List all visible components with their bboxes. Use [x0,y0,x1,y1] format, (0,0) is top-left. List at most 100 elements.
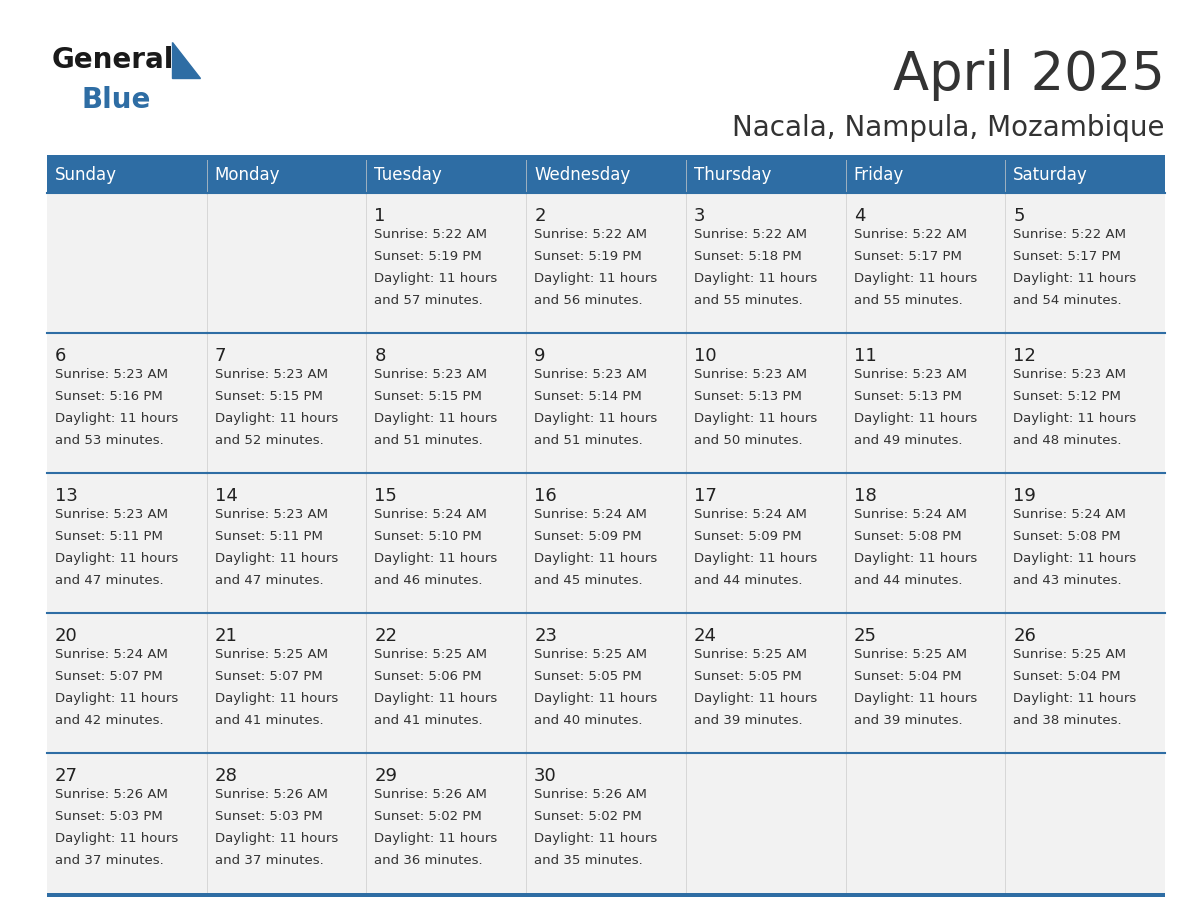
Text: and 53 minutes.: and 53 minutes. [55,434,164,447]
Bar [366,158,526,193]
Text: 9: 9 [535,347,545,365]
Bar [846,333,1005,473]
Text: 24: 24 [694,627,716,645]
Text: Daylight: 11 hours: Daylight: 11 hours [374,272,498,285]
Text: 18: 18 [853,487,877,505]
Text: 29: 29 [374,767,398,785]
Text: 25: 25 [853,627,877,645]
Text: and 38 minutes.: and 38 minutes. [1013,714,1121,727]
Bar [366,193,526,333]
Bar [48,333,207,473]
Bar [207,333,366,473]
Text: Wednesday: Wednesday [535,166,631,185]
Bar [1005,613,1165,753]
Text: and 47 minutes.: and 47 minutes. [215,574,323,587]
Text: Friday: Friday [853,166,904,185]
Text: Sunrise: 5:25 AM: Sunrise: 5:25 AM [694,648,807,661]
Text: Sunrise: 5:22 AM: Sunrise: 5:22 AM [1013,228,1126,241]
Bar [48,193,207,333]
Text: Sunset: 5:08 PM: Sunset: 5:08 PM [1013,530,1121,543]
Text: Daylight: 11 hours: Daylight: 11 hours [853,412,977,425]
Text: 14: 14 [215,487,238,505]
Bar [685,473,846,613]
Text: Sunrise: 5:22 AM: Sunrise: 5:22 AM [374,228,487,241]
Bar [526,158,685,193]
Text: Sunrise: 5:23 AM: Sunrise: 5:23 AM [694,368,807,381]
Text: Daylight: 11 hours: Daylight: 11 hours [55,692,178,705]
Text: Sunset: 5:16 PM: Sunset: 5:16 PM [55,390,163,403]
Text: and 41 minutes.: and 41 minutes. [374,714,484,727]
Text: Sunrise: 5:23 AM: Sunrise: 5:23 AM [853,368,967,381]
Text: and 57 minutes.: and 57 minutes. [374,294,484,307]
Text: and 41 minutes.: and 41 minutes. [215,714,323,727]
Text: and 54 minutes.: and 54 minutes. [1013,294,1121,307]
Text: Daylight: 11 hours: Daylight: 11 hours [694,412,817,425]
Text: and 55 minutes.: and 55 minutes. [853,294,962,307]
Text: Sunset: 5:15 PM: Sunset: 5:15 PM [374,390,482,403]
Text: 17: 17 [694,487,716,505]
Text: Sunrise: 5:24 AM: Sunrise: 5:24 AM [853,508,967,521]
Text: Sunrise: 5:23 AM: Sunrise: 5:23 AM [215,368,328,381]
Text: Daylight: 11 hours: Daylight: 11 hours [535,552,657,565]
Bar [526,473,685,613]
Bar [48,613,207,753]
Text: Sunrise: 5:22 AM: Sunrise: 5:22 AM [694,228,807,241]
Text: Sunset: 5:02 PM: Sunset: 5:02 PM [535,810,642,823]
Text: Nacala, Nampula, Mozambique: Nacala, Nampula, Mozambique [733,114,1165,142]
Text: Monday: Monday [215,166,280,185]
Bar [48,893,1165,897]
Bar [48,473,207,613]
Text: 20: 20 [55,627,77,645]
Bar [1005,333,1165,473]
Text: 13: 13 [55,487,78,505]
Text: Sunset: 5:18 PM: Sunset: 5:18 PM [694,250,802,263]
Text: Sunrise: 5:24 AM: Sunrise: 5:24 AM [1013,508,1126,521]
Text: Sunset: 5:11 PM: Sunset: 5:11 PM [55,530,163,543]
Text: 23: 23 [535,627,557,645]
Text: Thursday: Thursday [694,166,771,185]
Text: Daylight: 11 hours: Daylight: 11 hours [694,272,817,285]
Text: and 48 minutes.: and 48 minutes. [1013,434,1121,447]
Text: 15: 15 [374,487,397,505]
Text: Daylight: 11 hours: Daylight: 11 hours [55,412,178,425]
Text: Sunset: 5:13 PM: Sunset: 5:13 PM [853,390,961,403]
Bar [685,333,846,473]
Text: Sunset: 5:05 PM: Sunset: 5:05 PM [694,670,802,683]
Text: Daylight: 11 hours: Daylight: 11 hours [55,552,178,565]
Text: Sunrise: 5:26 AM: Sunrise: 5:26 AM [374,788,487,801]
Text: and 46 minutes.: and 46 minutes. [374,574,484,587]
Text: and 56 minutes.: and 56 minutes. [535,294,643,307]
Text: 30: 30 [535,767,557,785]
Bar [48,158,207,193]
Text: Daylight: 11 hours: Daylight: 11 hours [535,692,657,705]
Text: and 37 minutes.: and 37 minutes. [55,854,164,867]
Bar [846,613,1005,753]
Text: Daylight: 11 hours: Daylight: 11 hours [374,412,498,425]
Bar [207,158,366,193]
Bar [366,613,526,753]
Text: Sunrise: 5:23 AM: Sunrise: 5:23 AM [55,368,168,381]
Text: and 49 minutes.: and 49 minutes. [853,434,962,447]
Text: Sunset: 5:12 PM: Sunset: 5:12 PM [1013,390,1121,403]
Text: Sunset: 5:10 PM: Sunset: 5:10 PM [374,530,482,543]
Text: Daylight: 11 hours: Daylight: 11 hours [1013,552,1137,565]
Text: Tuesday: Tuesday [374,166,442,185]
Text: Sunrise: 5:25 AM: Sunrise: 5:25 AM [1013,648,1126,661]
Text: Sunrise: 5:22 AM: Sunrise: 5:22 AM [535,228,647,241]
Text: Sunrise: 5:25 AM: Sunrise: 5:25 AM [535,648,647,661]
Text: Daylight: 11 hours: Daylight: 11 hours [1013,272,1137,285]
Text: Sunset: 5:03 PM: Sunset: 5:03 PM [55,810,163,823]
Bar [846,193,1005,333]
Text: and 47 minutes.: and 47 minutes. [55,574,164,587]
Text: and 44 minutes.: and 44 minutes. [694,574,802,587]
Bar [48,753,207,893]
Bar [1005,158,1165,193]
Text: Sunrise: 5:26 AM: Sunrise: 5:26 AM [535,788,647,801]
Text: Sunset: 5:09 PM: Sunset: 5:09 PM [694,530,802,543]
Text: Sunset: 5:19 PM: Sunset: 5:19 PM [374,250,482,263]
Text: 8: 8 [374,347,386,365]
Text: Daylight: 11 hours: Daylight: 11 hours [374,552,498,565]
Bar [526,333,685,473]
Bar [685,158,846,193]
Bar [846,158,1005,193]
